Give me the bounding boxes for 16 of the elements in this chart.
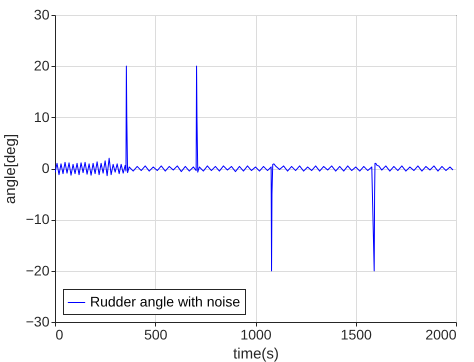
legend-label: Rudder angle with noise [90,294,240,310]
x-tick-label: 500 [144,326,168,342]
y-tick-label: 30 [34,6,50,22]
y-axis-title: angle[deg] [2,134,19,204]
y-tick-label: −20 [26,262,50,278]
y-tick-label: 20 [34,58,50,74]
x-tick-label: 2000 [425,326,457,342]
x-tick-label: 1500 [340,326,372,342]
y-tick-label: 10 [34,108,50,125]
y-tick-label: −30 [26,314,50,330]
x-axis-title: time(s) [233,346,279,362]
y-tick-label: −10 [26,211,50,228]
y-tick-label: 0 [42,160,50,176]
x-tick-label: 1000 [240,326,272,342]
line-series [55,66,454,272]
x-tick-label: 0 [56,326,64,342]
